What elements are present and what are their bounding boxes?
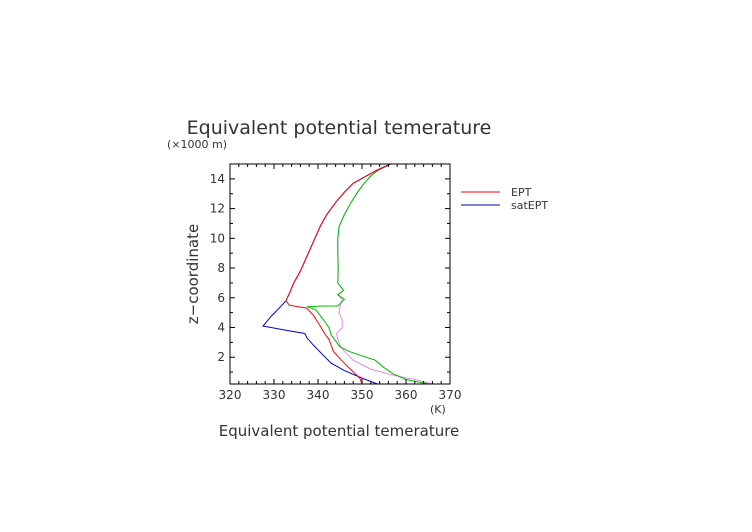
series-line-0 — [285, 164, 391, 384]
series-line-1 — [262, 164, 391, 384]
series-layer — [262, 164, 433, 384]
y-tick-label: 8 — [217, 261, 225, 275]
x-unit-label: (K) — [430, 403, 446, 416]
series-line-3 — [335, 164, 433, 384]
x-tick-label: 340 — [307, 388, 330, 402]
plot-frame — [229, 163, 451, 385]
y-unit-label: (×1000 m) — [167, 138, 227, 151]
y-tick-label: 6 — [217, 291, 225, 305]
x-tick-label: 330 — [263, 388, 286, 402]
y-tick-label: 10 — [210, 231, 225, 245]
y-tick-label: 12 — [210, 202, 225, 216]
axes-layer: 320 330 340 350 360 370 2 4 6 8 10 12 14 — [210, 163, 462, 402]
y-tick-label: 4 — [217, 321, 225, 335]
x-tick-label: 350 — [351, 388, 374, 402]
series-line-2 — [306, 164, 429, 384]
x-tick-label: 370 — [439, 388, 462, 402]
y-tick-label: 14 — [210, 172, 225, 186]
y-axis-label: z−coordinate — [184, 224, 202, 324]
legend-label-1: satEPT — [511, 199, 548, 212]
x-axis-label: Equivalent potential temerature — [219, 422, 460, 440]
y-tick-label: 2 — [217, 350, 225, 364]
chart-title: Equivalent potential temerature — [187, 117, 492, 139]
x-tick-label: 360 — [395, 388, 418, 402]
x-tick-label: 320 — [219, 388, 242, 402]
legend-label-0: EPT — [511, 186, 532, 199]
